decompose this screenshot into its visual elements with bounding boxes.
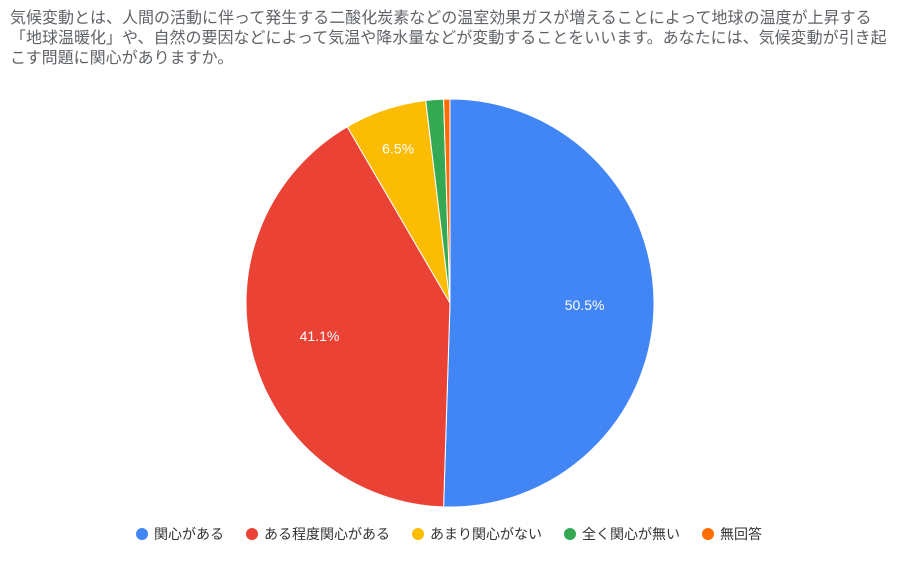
legend-label-4: 無回答 [720, 526, 762, 543]
legend-item-0[interactable]: 関心がある [136, 527, 224, 543]
slice-label-2: 6.5% [382, 140, 414, 156]
legend-item-1[interactable]: ある程度関心がある [246, 527, 390, 543]
legend-item-3[interactable]: 全く関心が無い [564, 526, 680, 543]
chart-title: 気候変動とは、人間の活動に伴って発生する二酸化炭素などの温室効果ガスが増えること… [10, 8, 887, 67]
slice-label-0: 50.5% [565, 297, 605, 313]
legend-swatch-4 [702, 528, 714, 540]
legend-label-1: ある程度関心がある [264, 527, 390, 543]
pie-slices [245, 98, 655, 508]
legend-swatch-3 [564, 528, 576, 540]
pie-slice-4[interactable] [443, 98, 451, 304]
legend-label-3: 全く関心が無い [582, 526, 680, 543]
legend[interactable]: 関心がある ある程度関心がある あまり関心がない 全く関心が無い 無回答 [136, 526, 762, 543]
legend-item-2[interactable]: あまり関心がない [412, 527, 542, 543]
slice-labels: 50.5% 41.1% 6.5% [300, 140, 605, 344]
pie-slice-1[interactable] [245, 126, 451, 508]
legend-swatch-2 [412, 528, 424, 540]
slice-label-1: 41.1% [300, 328, 340, 344]
legend-label-2: あまり関心がない [430, 527, 542, 543]
legend-item-4[interactable]: 無回答 [702, 526, 762, 543]
pie-slice-0[interactable] [443, 98, 655, 508]
legend-swatch-0 [136, 528, 148, 540]
legend-label-0: 関心がある [154, 527, 224, 543]
legend-swatch-1 [246, 528, 258, 540]
